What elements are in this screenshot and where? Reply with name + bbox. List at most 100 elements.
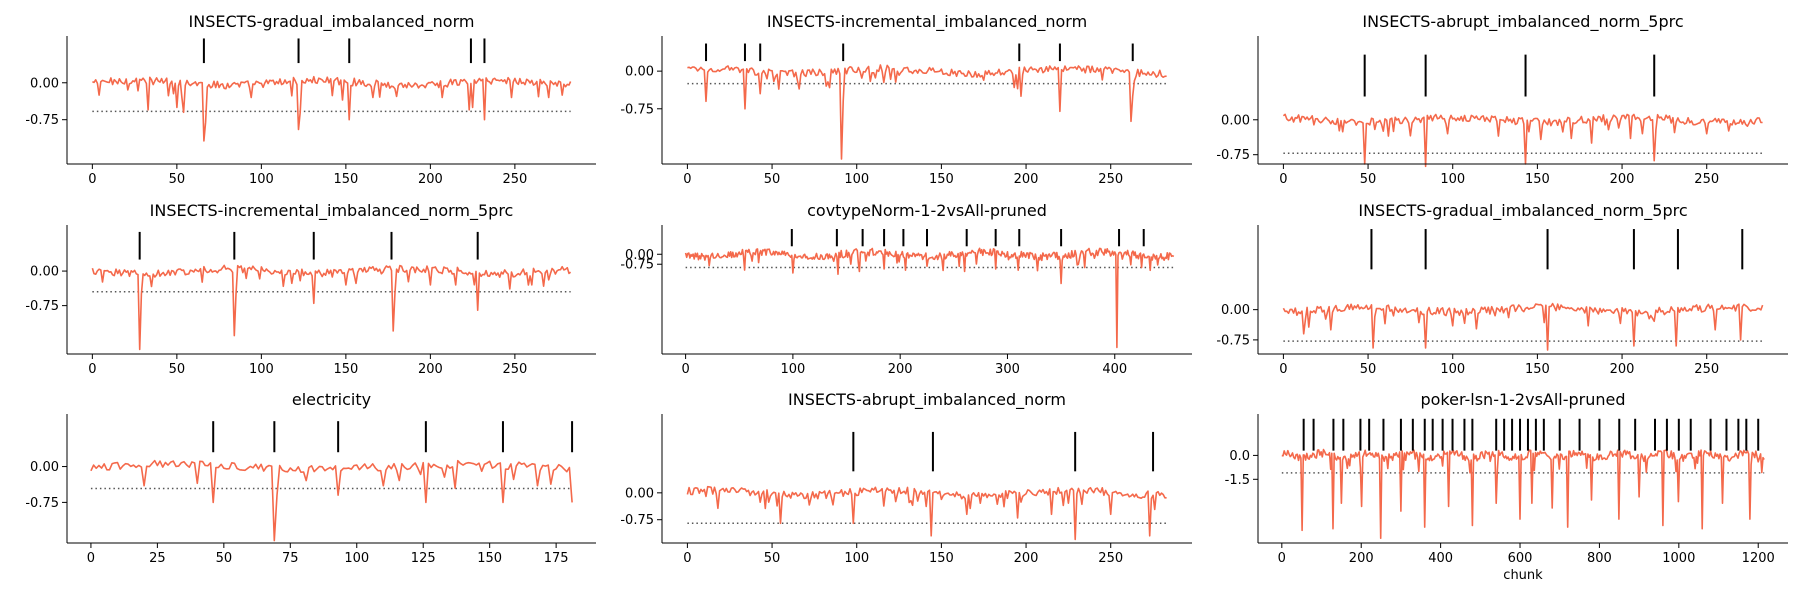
subplot-5: INSECTS-gradual_imbalanced_norm_5prc 0 50 1… bbox=[1216, 201, 1788, 377]
y-tick-label: 0.00 bbox=[625, 486, 654, 501]
signal-series bbox=[90, 459, 573, 542]
x-tick-label: 250 bbox=[1694, 172, 1719, 187]
x-tick-label: 100 bbox=[344, 551, 369, 566]
x-tick-label: 200 bbox=[1014, 172, 1039, 187]
subplot-8: poker-lsn-1-2vsAll-pruned 0 200 400 600 800 10… bbox=[1225, 390, 1788, 583]
x-tick-label: 800 bbox=[1587, 551, 1612, 566]
y-tick-label: 0.00 bbox=[30, 460, 59, 475]
subplot-4: covtypeNorm-1-2vsAll-pruned 0 100 200 300 400… bbox=[620, 201, 1192, 377]
chart-title: INSECTS-gradual_imbalanced_norm_5prc bbox=[1358, 201, 1687, 221]
x-tick-label: 100 bbox=[1440, 362, 1465, 377]
y-tick-label: -1.5 bbox=[1225, 473, 1250, 488]
x-tick-label: 0 bbox=[683, 551, 691, 566]
chart-title: INSECTS-gradual_imbalanced_norm bbox=[189, 12, 475, 32]
signal-series bbox=[687, 64, 1167, 160]
y-tick-label: 0.00 bbox=[625, 65, 654, 80]
y-tick-label: -0.75 bbox=[25, 299, 59, 314]
subplot-2: INSECTS-abrupt_imbalanced_norm_5prc 0 50 10… bbox=[1216, 12, 1788, 187]
x-tick-label: 50 bbox=[1360, 172, 1377, 187]
y-tick-label: -0.75 bbox=[1216, 148, 1250, 163]
x-tick-label: 50 bbox=[1360, 362, 1377, 377]
y-tick-label: 0.00 bbox=[625, 248, 654, 263]
chart-title: electricity bbox=[292, 390, 371, 409]
x-tick-label: 150 bbox=[929, 172, 954, 187]
x-tick-label: 0 bbox=[1279, 172, 1287, 187]
chart-title: poker-lsn-1-2vsAll-pruned bbox=[1420, 390, 1625, 409]
x-tick-label: 150 bbox=[1525, 172, 1550, 187]
signal-series bbox=[684, 247, 1175, 349]
y-tick-label: 0.0 bbox=[1229, 449, 1250, 464]
x-tick-label: 200 bbox=[1610, 172, 1635, 187]
x-tick-label: 50 bbox=[216, 551, 233, 566]
chart-title: INSECTS-abrupt_imbalanced_norm_5prc bbox=[1362, 12, 1683, 32]
x-axis-label: chunk bbox=[1503, 568, 1543, 583]
x-tick-label: 100 bbox=[780, 362, 805, 377]
y-tick-label: -0.75 bbox=[620, 513, 654, 528]
x-tick-label: 250 bbox=[502, 362, 527, 377]
chart-title: covtypeNorm-1-2vsAll-pruned bbox=[807, 201, 1047, 220]
signal-series bbox=[92, 75, 572, 142]
x-tick-label: 100 bbox=[249, 172, 274, 187]
x-tick-label: 100 bbox=[844, 172, 869, 187]
subplot-0: INSECTS-gradual_imbalanced_norm 0 50 100 150… bbox=[25, 12, 596, 187]
x-tick-label: 100 bbox=[844, 551, 869, 566]
x-tick-label: 250 bbox=[1098, 551, 1123, 566]
x-tick-label: 200 bbox=[418, 362, 443, 377]
x-tick-label: 50 bbox=[764, 551, 781, 566]
x-tick-label: 175 bbox=[544, 551, 569, 566]
x-tick-label: 300 bbox=[995, 362, 1020, 377]
x-tick-label: 75 bbox=[282, 551, 299, 566]
subplot-6: electricity 0 25 50 75 100 125 150 175 0.00 -0.75 bbox=[25, 390, 596, 566]
x-tick-label: 1000 bbox=[1662, 551, 1695, 566]
x-tick-label: 150 bbox=[1525, 362, 1550, 377]
chart-title: INSECTS-incremental_imbalanced_norm bbox=[767, 12, 1087, 32]
subplot-1: INSECTS-incremental_imbalanced_norm 0 50 10… bbox=[620, 12, 1192, 187]
x-tick-label: 250 bbox=[1098, 172, 1123, 187]
x-tick-label: 200 bbox=[1014, 551, 1039, 566]
x-tick-label: 1200 bbox=[1742, 551, 1775, 566]
x-tick-label: 100 bbox=[1440, 172, 1465, 187]
x-tick-label: 0 bbox=[1279, 362, 1287, 377]
x-tick-label: 400 bbox=[1428, 551, 1453, 566]
x-tick-label: 250 bbox=[502, 172, 527, 187]
y-tick-label: -0.75 bbox=[25, 113, 59, 128]
y-tick-label: -0.75 bbox=[25, 496, 59, 511]
y-tick-label: 0.00 bbox=[1221, 113, 1250, 128]
x-tick-label: 50 bbox=[169, 172, 186, 187]
x-tick-label: 200 bbox=[418, 172, 443, 187]
x-tick-label: 400 bbox=[1102, 362, 1127, 377]
x-tick-label: 0 bbox=[683, 172, 691, 187]
signal-series bbox=[686, 485, 1167, 541]
signal-series bbox=[1281, 448, 1765, 539]
y-tick-label: -0.75 bbox=[620, 258, 654, 273]
x-tick-label: 0 bbox=[87, 551, 95, 566]
x-tick-label: 150 bbox=[333, 172, 358, 187]
y-tick-label: -0.75 bbox=[620, 102, 654, 117]
x-tick-label: 50 bbox=[169, 362, 186, 377]
chart-title: INSECTS-incremental_imbalanced_norm_5prc bbox=[150, 201, 514, 221]
x-tick-label: 25 bbox=[149, 551, 166, 566]
y-tick-label: 0.00 bbox=[30, 265, 59, 280]
x-tick-label: 200 bbox=[888, 362, 913, 377]
y-tick-label: -0.75 bbox=[1216, 333, 1250, 348]
x-tick-label: 200 bbox=[1349, 551, 1374, 566]
signal-series bbox=[1282, 302, 1764, 351]
x-tick-label: 0 bbox=[88, 172, 96, 187]
x-tick-label: 200 bbox=[1610, 362, 1635, 377]
x-tick-label: 0 bbox=[681, 362, 689, 377]
x-tick-label: 150 bbox=[477, 551, 502, 566]
x-tick-label: 250 bbox=[1694, 362, 1719, 377]
y-tick-label: 0.00 bbox=[30, 76, 59, 91]
x-tick-label: 150 bbox=[333, 362, 358, 377]
x-tick-label: 150 bbox=[929, 551, 954, 566]
y-tick-label: 0.00 bbox=[1221, 303, 1250, 318]
x-tick-label: 125 bbox=[411, 551, 436, 566]
signal-series bbox=[91, 264, 572, 351]
subplot-3: INSECTS-incremental_imbalanced_norm_5prc… bbox=[25, 201, 596, 377]
chart-title: INSECTS-abrupt_imbalanced_norm bbox=[788, 390, 1066, 410]
x-tick-label: 50 bbox=[764, 172, 781, 187]
x-tick-label: 100 bbox=[249, 362, 274, 377]
subplot-7: INSECTS-abrupt_imbalanced_norm 0 50 100 150 2… bbox=[620, 390, 1192, 566]
x-tick-label: 0 bbox=[88, 362, 96, 377]
